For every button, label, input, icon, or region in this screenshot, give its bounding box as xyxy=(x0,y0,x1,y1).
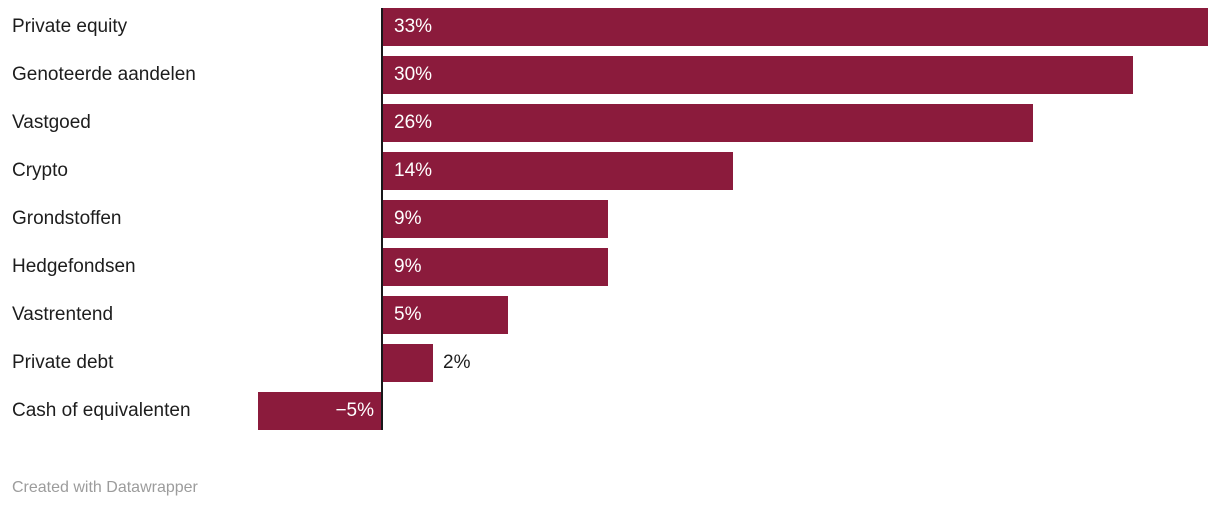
bar: 9% xyxy=(383,200,608,238)
value-label: 9% xyxy=(394,256,422,277)
value-label: 26% xyxy=(394,112,433,133)
value-label: 30% xyxy=(394,64,433,85)
bar: 33% xyxy=(383,8,1208,46)
value-label: 9% xyxy=(394,208,422,229)
bar: 5% xyxy=(383,296,508,334)
bar: 9% xyxy=(383,248,608,286)
value-label: −5% xyxy=(335,400,374,421)
value-label: 5% xyxy=(394,304,422,325)
bar: 26% xyxy=(383,104,1033,142)
category-label: Crypto xyxy=(12,160,68,181)
bar: −5% xyxy=(258,392,383,430)
category-label: Private equity xyxy=(12,16,128,37)
value-label: 14% xyxy=(394,160,433,181)
value-label: 2% xyxy=(443,352,471,373)
category-label: Genoteerde aandelen xyxy=(12,64,196,85)
bar: 30% xyxy=(383,56,1133,94)
category-label: Cash of equivalenten xyxy=(12,400,191,421)
category-label: Hedgefondsen xyxy=(12,256,136,277)
category-label: Vastrentend xyxy=(12,304,114,325)
zero-axis-line xyxy=(381,8,383,430)
bar: 14% xyxy=(383,152,733,190)
datawrapper-credit: Created with Datawrapper xyxy=(12,479,198,496)
value-label: 33% xyxy=(394,16,433,37)
category-label: Grondstoffen xyxy=(12,208,122,229)
bar xyxy=(383,344,433,382)
category-label: Private debt xyxy=(12,352,114,373)
bar-chart: Private equity 33% Genoteerde aandelen 30% V… xyxy=(12,8,1208,430)
category-label: Vastgoed xyxy=(12,112,91,133)
